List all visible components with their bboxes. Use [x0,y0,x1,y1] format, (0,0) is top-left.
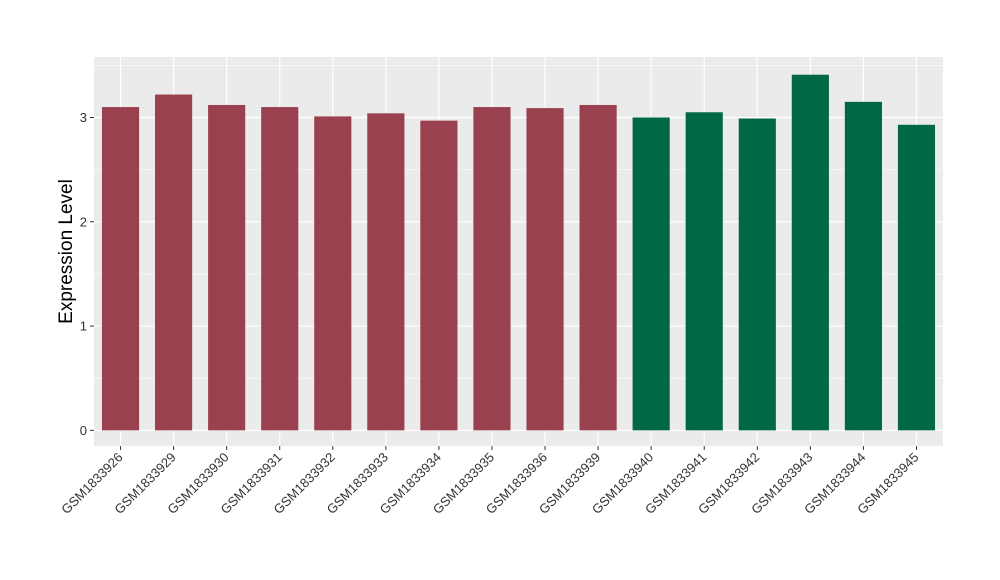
y-tick-label: 3 [80,110,87,125]
bar [526,108,564,431]
bar [261,107,299,431]
bar [155,94,193,431]
bar [420,120,458,431]
bar [101,107,140,431]
y-axis: 0 1 2 3 [80,110,94,438]
y-tick-label: 2 [80,214,87,229]
y-tick-label: 0 [80,423,87,438]
bar [208,104,246,431]
bar [791,74,829,431]
bar [738,118,776,431]
bar [632,117,670,431]
bars [101,74,936,431]
bar [844,101,882,431]
x-axis: GSM1833926GSM1833929GSM1833930GSM1833931… [58,446,922,517]
y-tick-label: 1 [80,319,87,334]
bar [897,124,936,431]
bar [473,107,511,431]
bar [579,104,617,431]
bar [367,113,405,431]
bar [314,116,352,431]
y-axis-title: Expression Level [56,179,77,324]
bar [685,112,723,431]
